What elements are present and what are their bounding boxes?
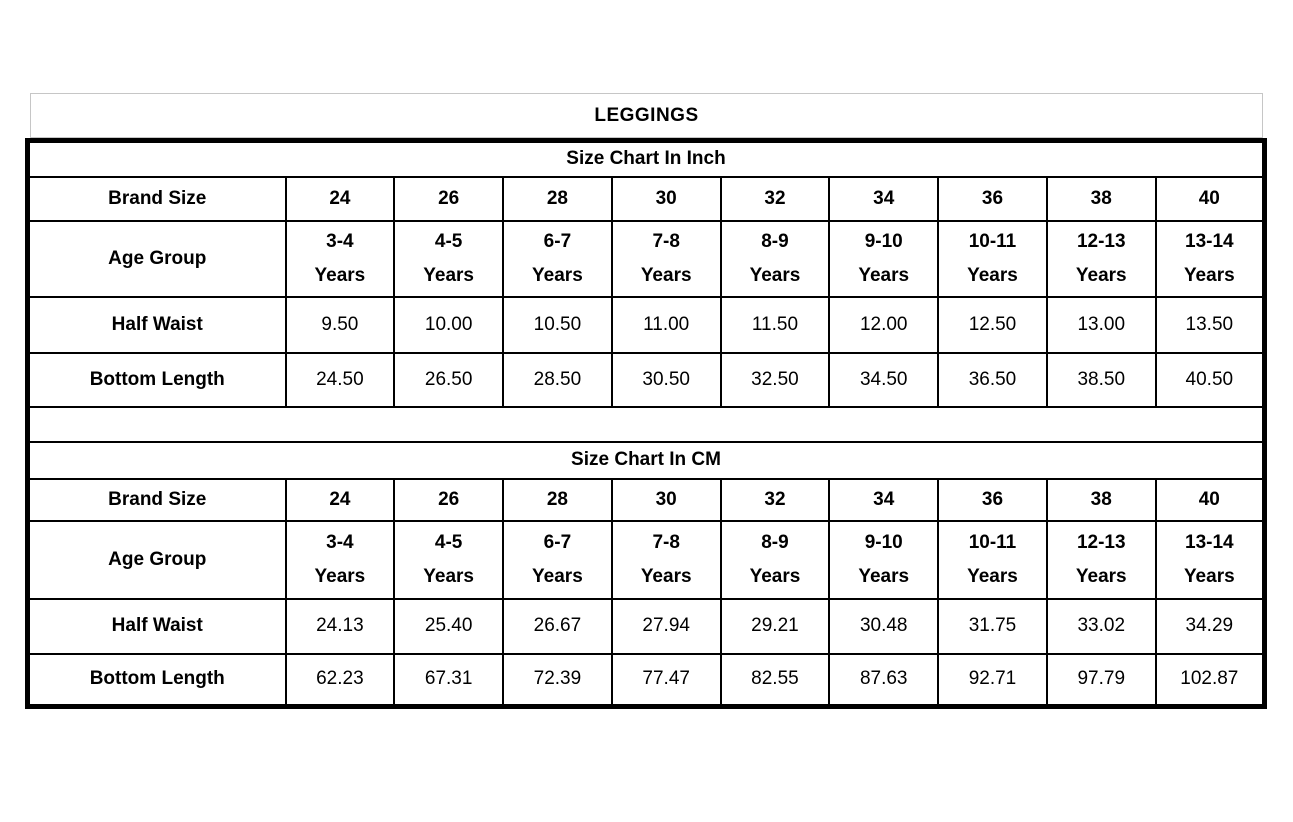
section-header-inch: Size Chart In Inch — [26, 139, 1266, 178]
half-waist-cell: 9.50 — [284, 295, 396, 354]
age-group-cell: 4-5 Years — [393, 519, 505, 600]
half-waist-cell: 24.13 — [284, 597, 396, 655]
half-waist-cell: 33.02 — [1045, 597, 1157, 655]
brand-size-cell: 24 — [284, 477, 396, 522]
age-group-cell: 7-8 Years — [610, 219, 722, 298]
age-group-cell: 6-7 Years — [502, 519, 613, 600]
size-chart-table: Size Chart In Inch Brand Size 24 26 28 30 32… — [25, 138, 1267, 709]
bottom-length-cell: 30.50 — [610, 351, 722, 408]
bottom-length-cell: 28.50 — [502, 351, 613, 408]
bottom-length-cell: 102.87 — [1154, 652, 1266, 708]
age-group-cell: 12-13 Years — [1045, 219, 1157, 298]
section-header-row-cm: Size Chart In CM — [26, 440, 1266, 480]
brand-size-cell: 40 — [1154, 477, 1266, 522]
bottom-length-cell: 36.50 — [937, 351, 1048, 408]
row-label-bottom-length: Bottom Length — [26, 652, 287, 708]
half-waist-cell: 12.00 — [828, 295, 940, 354]
half-waist-row-inch: Half Waist 9.50 10.00 10.50 11.00 11.50 12.00… — [26, 295, 1266, 354]
age-group-cell: 10-11 Years — [937, 519, 1048, 600]
brand-size-cell: 38 — [1045, 175, 1157, 222]
age-group-cell: 10-11 Years — [937, 219, 1048, 298]
age-group-cell: 9-10 Years — [828, 519, 940, 600]
half-waist-cell: 27.94 — [610, 597, 722, 655]
half-waist-cell: 29.21 — [719, 597, 831, 655]
bottom-length-row-inch: Bottom Length 24.50 26.50 28.50 30.50 32.50 3… — [26, 351, 1266, 408]
bottom-length-cell: 77.47 — [610, 652, 722, 708]
bottom-length-cell: 72.39 — [502, 652, 613, 708]
bottom-length-cell: 26.50 — [393, 351, 505, 408]
age-group-cell: 3-4 Years — [284, 519, 396, 600]
half-waist-cell: 31.75 — [937, 597, 1048, 655]
brand-size-cell: 24 — [284, 175, 396, 222]
age-group-row-inch: Age Group 3-4 Years 4-5 Years 6-7 Years 7-8 Yea… — [26, 219, 1266, 298]
bottom-length-cell: 92.71 — [937, 652, 1048, 708]
brand-size-cell: 36 — [937, 175, 1048, 222]
page-title: LEGGINGS — [594, 104, 699, 126]
brand-size-row-cm: Brand Size 24 26 28 30 32 34 36 38 40 — [26, 477, 1266, 522]
brand-size-cell: 30 — [610, 477, 722, 522]
row-label-brand-size: Brand Size — [26, 477, 287, 522]
section-header-row-inch: Size Chart In Inch — [26, 139, 1266, 178]
age-group-cell: 6-7 Years — [502, 219, 613, 298]
half-waist-cell: 10.50 — [502, 295, 613, 354]
half-waist-cell: 11.00 — [610, 295, 722, 354]
half-waist-cell: 11.50 — [719, 295, 831, 354]
half-waist-cell: 26.67 — [502, 597, 613, 655]
brand-size-cell: 28 — [502, 175, 613, 222]
brand-size-cell: 34 — [828, 175, 940, 222]
bottom-length-cell: 82.55 — [719, 652, 831, 708]
half-waist-cell: 12.50 — [937, 295, 1048, 354]
age-group-cell: 4-5 Years — [393, 219, 505, 298]
row-label-bottom-length: Bottom Length — [26, 351, 287, 408]
spacer-row — [26, 405, 1266, 443]
bottom-length-cell: 97.79 — [1045, 652, 1157, 708]
chart-title-bar: LEGGINGS — [30, 93, 1263, 138]
age-group-cell: 8-9 Years — [719, 219, 831, 298]
age-group-cell: 7-8 Years — [610, 519, 722, 600]
row-label-brand-size: Brand Size — [26, 175, 287, 222]
half-waist-cell: 13.50 — [1154, 295, 1266, 354]
brand-size-row-inch: Brand Size 24 26 28 30 32 34 36 38 40 — [26, 175, 1266, 222]
brand-size-cell: 30 — [610, 175, 722, 222]
brand-size-cell: 34 — [828, 477, 940, 522]
brand-size-cell: 26 — [393, 175, 505, 222]
half-waist-cell: 13.00 — [1045, 295, 1157, 354]
age-group-cell: 3-4 Years — [284, 219, 396, 298]
brand-size-cell: 38 — [1045, 477, 1157, 522]
bottom-length-cell: 62.23 — [284, 652, 396, 708]
bottom-length-cell: 38.50 — [1045, 351, 1157, 408]
brand-size-cell: 40 — [1154, 175, 1266, 222]
row-label-age-group: Age Group — [26, 219, 287, 298]
age-group-cell: 13-14 Years — [1154, 519, 1266, 600]
half-waist-cell: 34.29 — [1154, 597, 1266, 655]
half-waist-cell: 25.40 — [393, 597, 505, 655]
spacer-cell — [26, 405, 1266, 443]
half-waist-cell: 30.48 — [828, 597, 940, 655]
bottom-length-cell: 40.50 — [1154, 351, 1266, 408]
half-waist-cell: 10.00 — [393, 295, 505, 354]
brand-size-cell: 26 — [393, 477, 505, 522]
age-group-cell: 8-9 Years — [719, 519, 831, 600]
bottom-length-row-cm: Bottom Length 62.23 67.31 72.39 77.47 82.55 8… — [26, 652, 1266, 708]
bottom-length-cell: 87.63 — [828, 652, 940, 708]
age-group-cell: 13-14 Years — [1154, 219, 1266, 298]
bottom-length-cell: 67.31 — [393, 652, 505, 708]
row-label-age-group: Age Group — [26, 519, 287, 600]
section-header-cm: Size Chart In CM — [26, 440, 1266, 480]
brand-size-cell: 32 — [719, 175, 831, 222]
brand-size-cell: 32 — [719, 477, 831, 522]
age-group-cell: 9-10 Years — [828, 219, 940, 298]
half-waist-row-cm: Half Waist 24.13 25.40 26.67 27.94 29.21 30.4… — [26, 597, 1266, 655]
bottom-length-cell: 24.50 — [284, 351, 396, 408]
brand-size-cell: 28 — [502, 477, 613, 522]
age-group-row-cm: Age Group 3-4 Years 4-5 Years 6-7 Years 7-8 Yea… — [26, 519, 1266, 600]
brand-size-cell: 36 — [937, 477, 1048, 522]
bottom-length-cell: 34.50 — [828, 351, 940, 408]
row-label-half-waist: Half Waist — [26, 295, 287, 354]
bottom-length-cell: 32.50 — [719, 351, 831, 408]
row-label-half-waist: Half Waist — [26, 597, 287, 655]
age-group-cell: 12-13 Years — [1045, 519, 1157, 600]
